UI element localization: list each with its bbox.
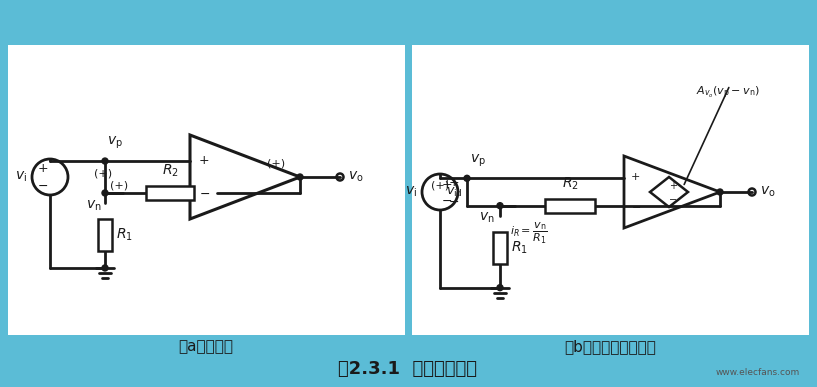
Text: +: + — [631, 172, 641, 182]
Text: $-$: $-$ — [668, 193, 677, 203]
Text: 图2.3.1  同相放大电路: 图2.3.1 同相放大电路 — [338, 360, 477, 378]
Text: +: + — [449, 176, 459, 190]
Text: $v_{\rm n}$: $v_{\rm n}$ — [87, 199, 102, 213]
Text: $v_{\rm id}$: $v_{\rm id}$ — [446, 185, 463, 199]
Text: $-$: $-$ — [199, 187, 210, 199]
Circle shape — [464, 175, 470, 182]
Text: +: + — [669, 181, 677, 191]
Text: $v_{\rm o}$: $v_{\rm o}$ — [760, 185, 775, 199]
Text: （b）小信号电路模型: （b）小信号电路模型 — [564, 339, 656, 354]
Bar — [493, 232, 507, 264]
Text: $R_2$: $R_2$ — [162, 163, 178, 179]
Text: $R_2$: $R_2$ — [561, 175, 578, 192]
Text: www.elecfans.com: www.elecfans.com — [716, 368, 800, 377]
Text: (+): (+) — [431, 180, 449, 190]
Circle shape — [497, 203, 503, 209]
Text: $i_R=\dfrac{v_{\rm n}}{R_1}$: $i_R=\dfrac{v_{\rm n}}{R_1}$ — [510, 221, 547, 246]
Text: $v_{\rm i}$: $v_{\rm i}$ — [15, 170, 27, 184]
Bar — [98, 219, 112, 251]
Circle shape — [102, 158, 108, 164]
Text: $v_{\rm o}$: $v_{\rm o}$ — [348, 170, 364, 184]
Text: +: + — [199, 154, 210, 166]
Text: (+): (+) — [267, 159, 285, 169]
Text: （a）电路图: （a）电路图 — [178, 339, 234, 354]
Text: $-$: $-$ — [441, 194, 453, 207]
Text: $-$: $-$ — [38, 178, 48, 192]
Text: $v_{\rm n}$: $v_{\rm n}$ — [480, 211, 495, 225]
Text: +: + — [38, 163, 48, 175]
Bar — [412, 45, 809, 335]
Text: $R_1$: $R_1$ — [116, 227, 133, 243]
Circle shape — [497, 285, 503, 291]
Text: $v_{\rm i}$: $v_{\rm i}$ — [405, 185, 417, 199]
Text: $v_{\rm p}$: $v_{\rm p}$ — [470, 153, 486, 170]
Text: $-$: $-$ — [631, 201, 641, 211]
Text: (+): (+) — [110, 181, 128, 191]
Bar — [545, 199, 595, 213]
Text: (+): (+) — [94, 168, 112, 178]
Bar — [8, 45, 405, 335]
Text: $v_{\rm p}$: $v_{\rm p}$ — [107, 135, 123, 151]
Circle shape — [297, 174, 303, 180]
Circle shape — [717, 189, 723, 195]
Circle shape — [102, 190, 108, 196]
Text: $R_1$: $R_1$ — [511, 240, 528, 256]
Text: +: + — [442, 178, 453, 190]
Text: $A_{v_o}(v_{\rm p}-v_{\rm n})$: $A_{v_o}(v_{\rm p}-v_{\rm n})$ — [696, 85, 760, 101]
Text: $-$: $-$ — [449, 195, 459, 207]
Circle shape — [102, 265, 108, 271]
Bar — [146, 186, 194, 200]
